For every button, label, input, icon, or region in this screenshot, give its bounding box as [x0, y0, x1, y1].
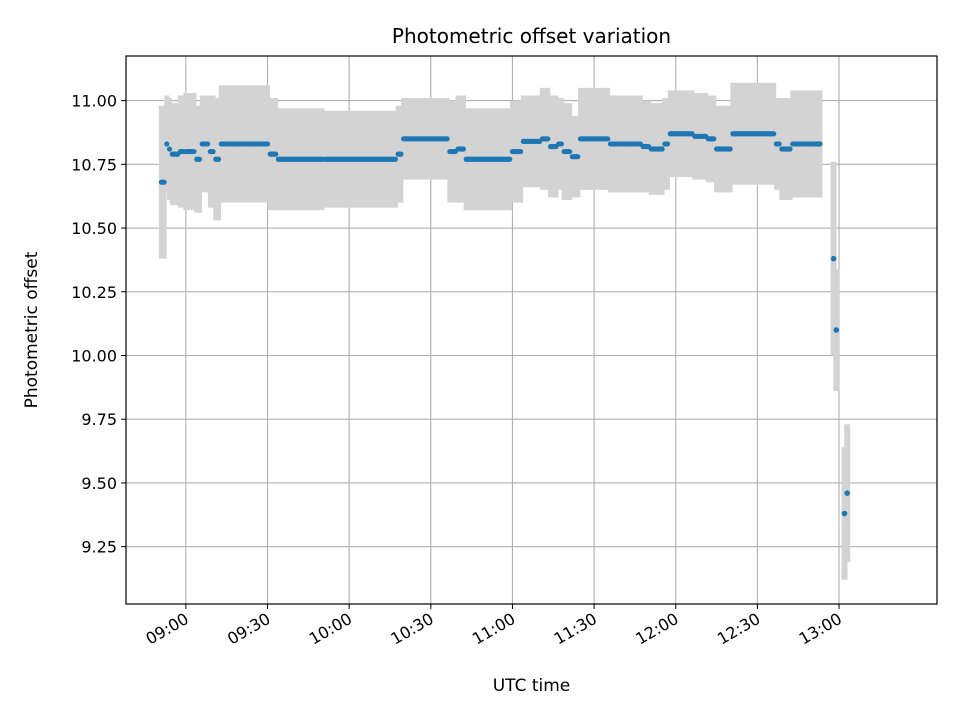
- y-tick-label-4: 10.25: [71, 283, 117, 302]
- data-point: [817, 141, 823, 147]
- y-tick-label-3: 10.00: [71, 346, 117, 365]
- data-point: [398, 151, 404, 157]
- data-point: [264, 141, 271, 147]
- data-point: [776, 141, 782, 147]
- data-point: [166, 146, 173, 152]
- data-point: [161, 179, 167, 185]
- data-point: [444, 136, 450, 142]
- data-point: [830, 255, 837, 262]
- data-point: [844, 490, 850, 496]
- x-axis-label: UTC time: [493, 676, 571, 696]
- data-point: [575, 154, 581, 160]
- data-point: [196, 156, 203, 162]
- y-tick-label-1: 9.50: [81, 474, 117, 493]
- data-point: [833, 327, 840, 333]
- y-tick-label-5: 10.50: [71, 219, 117, 238]
- data-point: [507, 156, 513, 162]
- y-axis-label: Photometric offset: [22, 251, 42, 408]
- data-point: [205, 141, 211, 147]
- data-point: [191, 148, 197, 155]
- data-point: [392, 156, 399, 162]
- y-tick-label-2: 9.75: [81, 410, 117, 429]
- y-tick-label-6: 10.75: [71, 155, 117, 174]
- chart-title: Photometric offset variation: [392, 24, 671, 48]
- data-point: [659, 146, 665, 152]
- y-axis-ticks: 9.25 9.50 9.75 10.00 10.25 10.50 10.75 11.00: [71, 92, 126, 557]
- data-point: [545, 136, 551, 142]
- data-point: [210, 148, 216, 155]
- data-point: [605, 136, 611, 142]
- data-point: [518, 148, 524, 155]
- data-point: [558, 141, 565, 147]
- data-point: [664, 141, 671, 147]
- data-point: [787, 146, 793, 152]
- data-point: [841, 510, 848, 517]
- y-tick-label-7: 11.00: [71, 92, 117, 111]
- data-point: [711, 136, 717, 142]
- data-points: [158, 131, 850, 517]
- y-tick-label-0: 9.25: [81, 538, 117, 557]
- data-point: [727, 146, 733, 152]
- data-point: [771, 131, 777, 137]
- data-point: [215, 156, 222, 162]
- data-point: [460, 146, 467, 152]
- plot-frame: [125, 55, 938, 605]
- data-point: [164, 141, 170, 147]
- data-point: [567, 148, 573, 155]
- data-point: [273, 151, 279, 157]
